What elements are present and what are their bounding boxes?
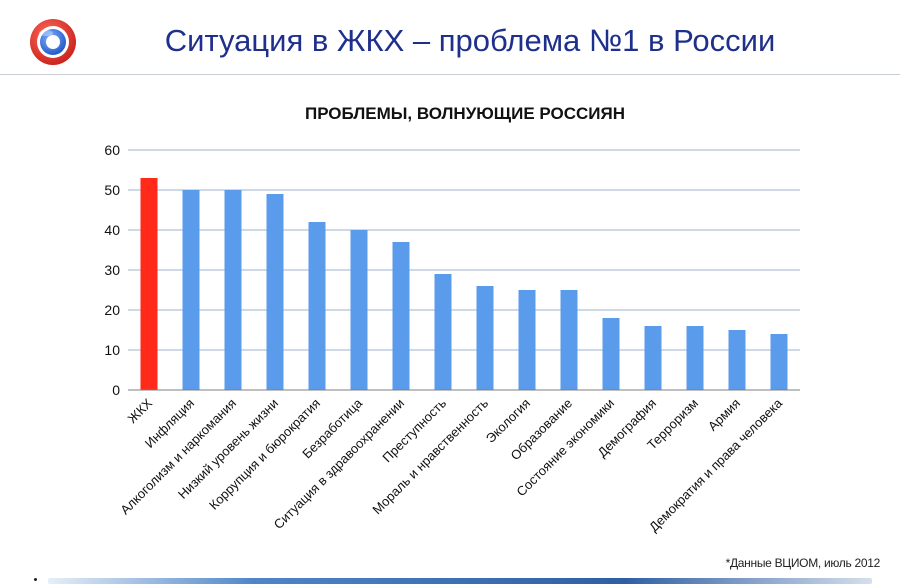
bar: [350, 230, 368, 390]
bar: [686, 326, 704, 390]
bar: [602, 318, 620, 390]
bar: [644, 326, 662, 390]
bar: [476, 286, 494, 390]
footer-dot: [34, 578, 37, 581]
category-label: ЖКХ: [125, 395, 156, 426]
chart-title: ПРОБЛЕМЫ, ВОЛНУЮЩИЕ РОССИЯН: [304, 104, 626, 123]
bar: [770, 334, 788, 390]
slide-header: Ситуация в ЖКХ – проблема №1 в России: [0, 0, 900, 74]
category-label: Армия: [705, 396, 743, 434]
y-axis-ticks: 0 10 20 30 40 50 60: [104, 142, 120, 398]
bar: [434, 274, 452, 390]
bars: [140, 178, 788, 390]
bar: [518, 290, 536, 390]
bar: [140, 178, 158, 390]
y-tick-label: 50: [104, 182, 120, 198]
bar: [266, 194, 284, 390]
bar: [182, 190, 200, 390]
y-tick-label: 40: [104, 222, 120, 238]
y-tick-label: 20: [104, 302, 120, 318]
y-tick-label: 10: [104, 342, 120, 358]
bar: [308, 222, 326, 390]
footer-bar: [48, 578, 872, 584]
bar: [560, 290, 578, 390]
y-tick-label: 30: [104, 262, 120, 278]
source-note: *Данные ВЦИОМ, июль 2012: [725, 556, 881, 570]
y-tick-label: 60: [104, 142, 120, 158]
header-divider: [0, 74, 900, 75]
bar: [392, 242, 410, 390]
ring-logo-icon: [30, 19, 76, 65]
bar: [728, 330, 746, 390]
bar: [224, 190, 242, 390]
slide-title: Ситуация в ЖКХ – проблема №1 в России: [164, 23, 776, 58]
y-tick-label: 0: [112, 382, 120, 398]
